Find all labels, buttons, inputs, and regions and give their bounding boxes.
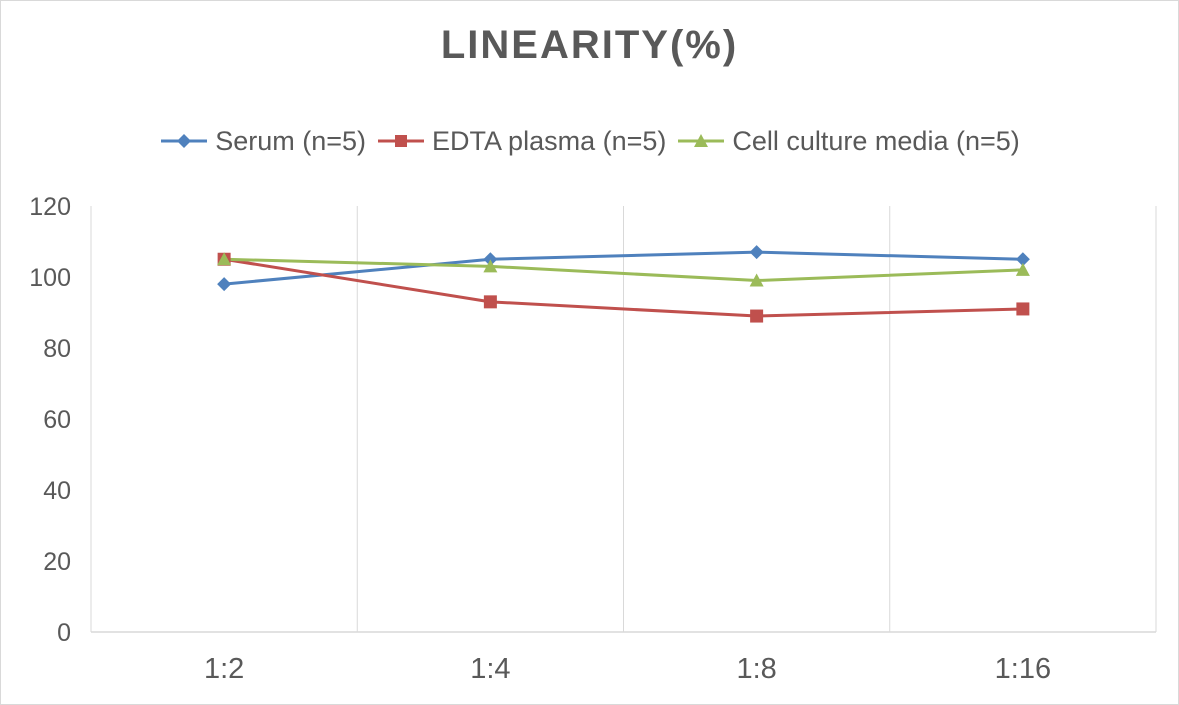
legend-marker-serum	[161, 134, 208, 148]
series-line-0	[223, 250, 1023, 286]
x-tick-label-0: 1:2	[204, 653, 244, 685]
data-point-1-1	[483, 295, 497, 309]
legend-label-edta-plasma: EDTA plasma (n=5)	[432, 125, 667, 156]
y-tick-label-5: 100	[29, 264, 71, 292]
y-tick-label-2: 40	[43, 477, 71, 505]
axes: 0 20 40 60 80 100 120 1:2 1:4 1:8 1:16	[29, 193, 1156, 685]
legend-item-edta-plasma: EDTA plasma (n=5)	[376, 126, 666, 157]
legend-label-serum: Serum (n=5)	[215, 125, 367, 156]
series-markers	[217, 245, 1030, 323]
legend-label-cell-culture-media: Cell culture media (n=5)	[732, 125, 1020, 156]
y-tick-label-4: 80	[43, 335, 71, 363]
data-point-2-3	[1015, 262, 1030, 276]
series-line-1	[223, 257, 1023, 318]
data-point-0-0	[217, 277, 232, 292]
y-tick-label-3: 60	[43, 406, 71, 434]
x-tick-label-3: 1:16	[995, 653, 1051, 685]
x-tick-label-1: 1:4	[470, 653, 510, 685]
data-point-2-0	[217, 252, 232, 266]
x-tick-label-2: 1:8	[736, 653, 776, 685]
legend-item-cell-culture-media: Cell culture media (n=5)	[676, 125, 1020, 157]
data-point-0-1	[483, 252, 498, 267]
legend-marker-edta-plasma	[378, 135, 425, 147]
legend-marker-cell-culture-media	[678, 134, 725, 147]
data-point-1-2	[750, 309, 764, 323]
chart-title: LINEARITY(%)	[440, 23, 739, 67]
data-point-1-3	[1016, 302, 1030, 316]
y-tick-label-0: 0	[57, 619, 71, 647]
legend: Serum (n=5) EDTA plasma (n=5) Cell cultu…	[1, 121, 1178, 161]
data-point-2-2	[749, 273, 764, 287]
data-point-2-1	[483, 259, 498, 273]
y-tick-label-6: 120	[29, 193, 71, 221]
data-point-0-2	[749, 245, 764, 260]
data-point-0-3	[1015, 252, 1030, 267]
series-line-2	[224, 257, 1023, 283]
series-lines	[223, 250, 1023, 318]
y-tick-label-1: 20	[43, 548, 71, 576]
legend-item-serum: Serum (n=5)	[159, 126, 366, 157]
gridlines	[90, 206, 1157, 632]
